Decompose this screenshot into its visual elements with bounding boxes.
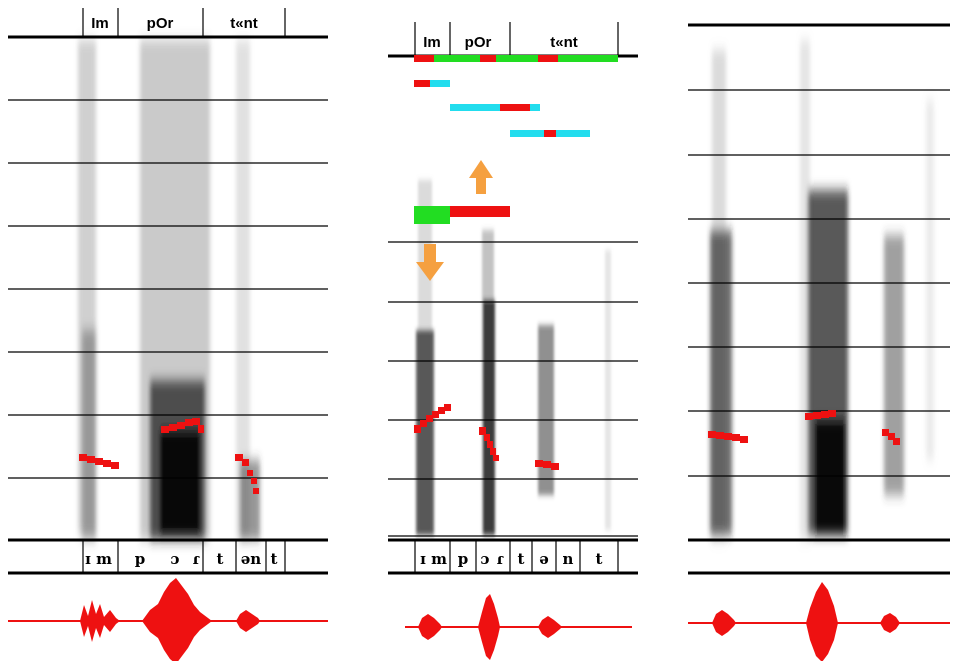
arrow-down-icon [416,244,444,281]
syllable-label: pOr [465,34,492,51]
phone-label: ɪ [85,550,91,568]
pitch-track-right [708,410,900,445]
arrow-up-icon [469,160,493,194]
phone-tier-left: ɪ m p ɔ ɾ t ən t [82,540,286,573]
grid-left [8,35,328,575]
pitch-track-left [79,418,259,494]
syllable-tier-middle: Im pOr t«nt [414,22,619,56]
phone-label: ə [539,550,549,568]
panel-right [688,23,950,661]
phone-label: ɪ [420,550,426,568]
phone-tier-middle: ɪ m p ɔ ɾ t ə n t [414,540,619,573]
waveform-left [8,578,328,661]
spectrogram-middle [416,180,611,535]
waveform-right [688,582,950,661]
stress-bars [414,55,618,224]
phone-label: p [458,550,469,568]
syllable-label: t«nt [230,15,258,32]
phone-label: m [431,550,447,568]
grid-right [688,23,950,575]
phone-label: ɾ [497,550,504,568]
phone-label: t [271,550,278,568]
waveform-middle [405,594,632,660]
phone-label: t [217,550,224,568]
phone-label: m [96,550,112,568]
phone-label: n [563,550,574,568]
syllable-label: Im [91,15,109,32]
panel-middle: Im pOr t«nt [388,22,638,660]
phone-label: t [596,550,603,568]
phone-label: p [135,550,146,568]
syllable-label: pOr [147,15,174,32]
syllable-label: Im [423,34,441,51]
pitch-track-middle [414,404,559,470]
phone-label: ən [241,550,262,568]
phone-label: ɾ [193,550,200,568]
syllable-label: t«nt [550,34,578,51]
phone-label: ɔ [480,550,489,568]
syllable-tier-left: Im pOr t«nt [82,8,286,37]
spectrogram-right [710,40,934,540]
phone-label: t [518,550,525,568]
panel-left: Im pOr t«nt ɪ m p [8,8,328,661]
phone-label: ɔ [170,550,179,568]
